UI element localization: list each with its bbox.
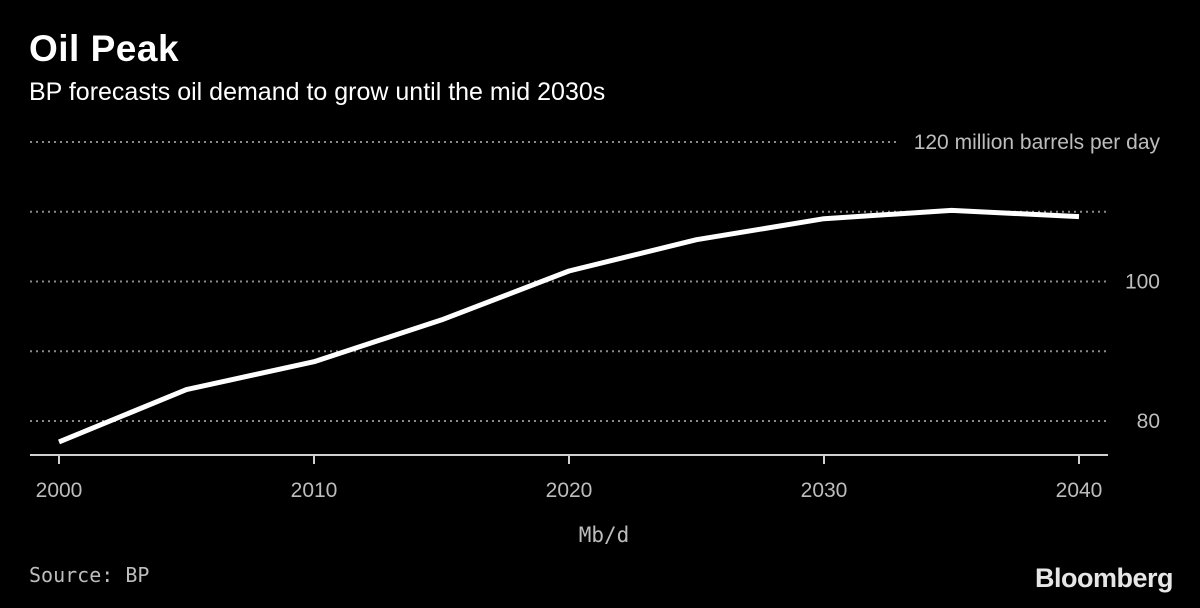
- oil-demand-line: [58, 207, 1080, 445]
- y-tick-label: 120 million barrels per day: [914, 131, 1161, 154]
- bloomberg-logo: Bloomberg: [1034, 563, 1174, 593]
- source-note: Source: BP: [29, 563, 150, 587]
- x-tick-label: 2000: [36, 479, 83, 502]
- x-axis-unit-label: Mb/d: [579, 523, 630, 547]
- x-tick-marks: [58, 455, 1080, 464]
- gridlines: [30, 141, 1108, 422]
- x-tick-labels: 2000 2010 2020 2030 2040: [36, 479, 1103, 502]
- y-tick-labels: 80 100 120 million barrels per day: [914, 131, 1161, 433]
- x-tick-label: 2030: [801, 479, 848, 502]
- chart-subtitle: BP forecasts oil demand to grow until th…: [29, 78, 606, 106]
- chart-title: Oil Peak: [29, 28, 180, 69]
- y-tick-label: 100: [1125, 271, 1160, 294]
- y-tick-label: 80: [1137, 410, 1160, 433]
- x-tick-label: 2010: [291, 479, 338, 502]
- x-tick-label: 2020: [546, 479, 593, 502]
- x-tick-label: 2040: [1056, 479, 1103, 502]
- series-layer: [58, 207, 1080, 445]
